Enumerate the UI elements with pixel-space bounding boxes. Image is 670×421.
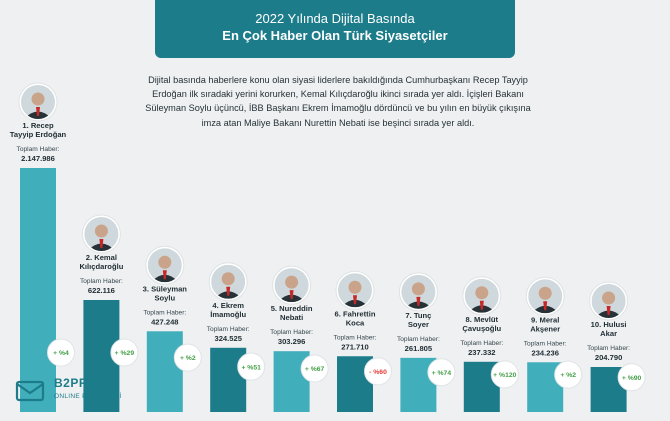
politician-name-line-2: Akşener (530, 324, 560, 333)
value-caption: Toplam Haber: (524, 340, 567, 347)
change-badge (554, 360, 583, 389)
person-avatar-icon (398, 272, 438, 312)
value-caption: Toplam Haber: (270, 329, 313, 336)
b2press-logo: B2PRESS ONLINE PR SERVİSİ (14, 372, 134, 412)
value-caption: Toplam Haber: (143, 309, 186, 316)
bar (146, 331, 183, 412)
change-label: + %4 (53, 350, 69, 357)
change-label: + %29 (115, 350, 135, 357)
change-label: + %2 (180, 355, 196, 362)
title-banner: 2022 Yılında Dijital Basında En Çok Habe… (155, 0, 515, 58)
data-label: 271.710 (341, 342, 368, 351)
change-label: + %67 (305, 366, 325, 373)
person-avatar-icon (18, 82, 58, 122)
politician-name-line-2: Akar (600, 329, 617, 338)
politician-name-line-1: 2. Kemal (86, 253, 117, 262)
politician-name-line-2: Tayyip Erdoğan (10, 130, 67, 139)
title-line-2: En Çok Haber Olan Türk Siyasetçiler (222, 28, 448, 43)
politician-name-line-2: Soylu (154, 293, 175, 302)
value-caption: Toplam Haber: (17, 146, 60, 153)
person-avatar-icon (462, 276, 502, 316)
data-label: 427.248 (151, 317, 178, 326)
politician-name-line-2: İmamoğlu (210, 310, 246, 319)
data-label: 261.805 (405, 344, 433, 353)
change-label: + %120 (493, 372, 516, 379)
change-label: + %2 (560, 372, 576, 379)
data-label: 324.525 (214, 334, 242, 343)
change-badge (237, 352, 266, 381)
data-label: 2.147.986 (21, 154, 55, 163)
change-label: + %51 (241, 364, 261, 371)
change-label: + %74 (432, 370, 452, 377)
change-badge (173, 343, 202, 372)
value-caption: Toplam Haber: (460, 340, 503, 347)
politician-name-line-2: Soyer (408, 320, 429, 329)
data-label: 237.332 (468, 348, 495, 357)
value-caption: Toplam Haber: (207, 326, 250, 333)
politician-name-line-1: 10. Hulusi (591, 320, 627, 329)
person-avatar-icon (589, 281, 629, 321)
politician-name-line-2: Kılıçdaroğlu (79, 262, 123, 271)
envelope-logo-icon (15, 377, 45, 402)
politician-name-line-2: Koca (346, 318, 365, 327)
data-label: 303.296 (278, 337, 305, 346)
data-label: 622.116 (88, 286, 115, 295)
intro-paragraph: Dijital basında haberlere konu olan siya… (145, 75, 531, 128)
change-badge (427, 358, 456, 387)
change-label: - %60 (369, 369, 387, 376)
politician-name-line-1: 4. Ekrem (212, 301, 244, 310)
person-avatar-icon (272, 265, 312, 305)
politician-name-line-1: 8. Mevlüt (466, 315, 499, 324)
data-label: 204.790 (595, 353, 622, 362)
value-caption: Toplam Haber: (397, 336, 440, 343)
change-badge (364, 357, 392, 386)
change-badge (110, 338, 139, 367)
politician-name-line-1: 5. Nureddin (271, 304, 313, 313)
politician-name-line-1: 7. Tunç (405, 311, 431, 320)
person-avatar-icon (525, 276, 565, 316)
person-avatar-icon (208, 262, 248, 302)
logo-subtitle: ONLINE PR SERVİSİ (54, 393, 122, 400)
title-line-1: 2022 Yılında Dijital Basında (255, 11, 415, 26)
data-label: 234.236 (531, 348, 558, 357)
person-avatar-icon (81, 214, 121, 254)
politician-name-line-1: 3. Süleyman (143, 284, 188, 293)
politician-name-line-2: Nebati (280, 313, 303, 322)
politician-name-line-2: Çavuşoğlu (462, 324, 501, 333)
change-badge (617, 363, 646, 392)
value-caption: Toplam Haber: (80, 278, 123, 285)
person-avatar-icon (335, 270, 375, 310)
value-caption: Toplam Haber: (334, 334, 377, 341)
person-avatar-icon (145, 245, 185, 285)
change-badge (300, 354, 329, 383)
politician-name-line-1: 6. Fahrettin (335, 309, 376, 318)
bar (20, 168, 56, 412)
change-label: + %90 (622, 375, 642, 382)
politician-name-line-1: 1. Recep (22, 121, 54, 130)
change-badge (47, 338, 75, 367)
politician-name-line-1: 9. Meral (531, 315, 559, 324)
change-badge (490, 360, 519, 389)
logo-name: B2PRESS (54, 376, 114, 390)
value-caption: Toplam Haber: (587, 345, 630, 352)
